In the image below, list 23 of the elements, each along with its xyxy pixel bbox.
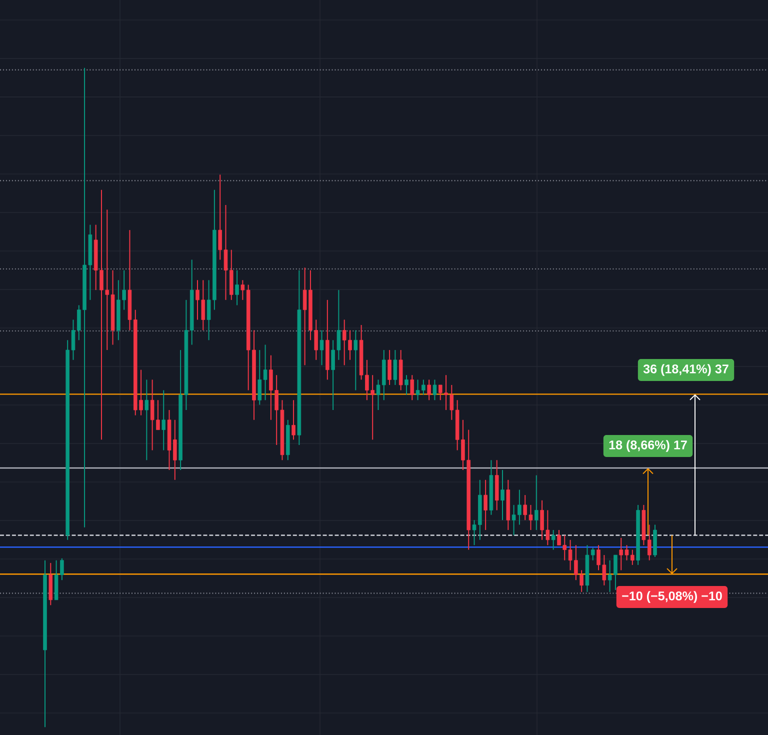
candlestick: [551, 529, 556, 550]
candlestick: [410, 374, 414, 401]
candlestick: [292, 400, 296, 440]
candlestick: [500, 470, 504, 521]
candlestick: [240, 280, 245, 300]
annotation: 36 (18,41%) 37: [643, 364, 728, 376]
candlestick: [162, 390, 166, 451]
candlestick: [144, 379, 149, 461]
candlestick: [354, 330, 358, 391]
annotation: 18 (8,66%) 17: [609, 440, 687, 452]
annotation: −10 (−5,08%) −10: [622, 591, 722, 603]
candlestick: [263, 344, 268, 401]
candlestick: [484, 479, 488, 530]
candlestick: [590, 547, 595, 561]
candlestick: [320, 330, 324, 366]
candlestick: [258, 350, 262, 406]
candlestick: [393, 350, 398, 386]
candlestick: [235, 270, 239, 306]
candlestick: [427, 379, 431, 401]
candlestick: [404, 374, 408, 396]
candlestick: [388, 350, 392, 386]
candlestick: [432, 379, 437, 401]
candlestick: [534, 474, 538, 530]
